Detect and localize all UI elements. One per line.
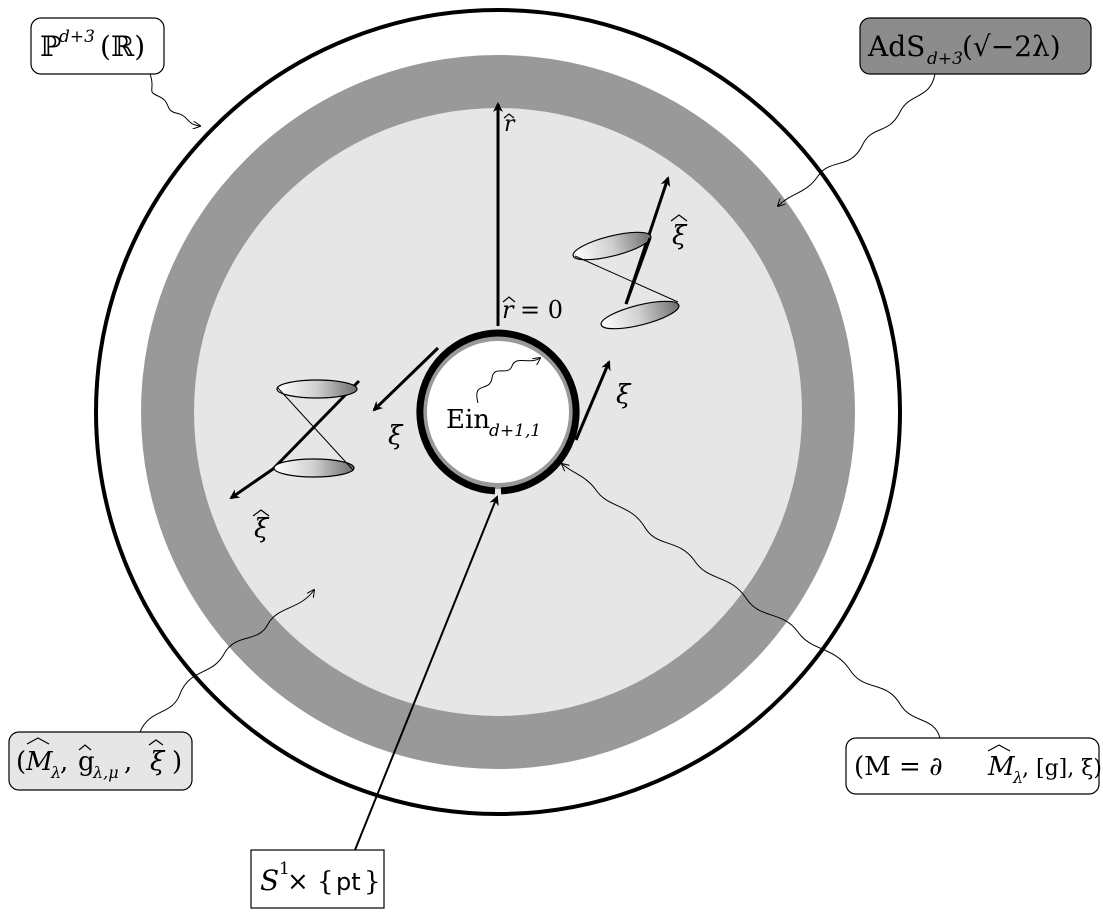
svg-text:(√−2λ): (√−2λ): [962, 30, 1061, 63]
svg-text:d+1,1: d+1,1: [489, 421, 541, 441]
svg-text:λ: λ: [50, 763, 61, 782]
boundary-squiggle-pointer: [562, 464, 941, 739]
boundary-box: (M = ∂ M λ , [g], ξ): [845, 737, 1102, 795]
ads-box: AdS d+3 (√−2λ): [859, 17, 1092, 75]
bulk-box: ( M λ , g λ,μ , ξ ): [8, 731, 193, 791]
xi-left-arrow: [372, 346, 440, 412]
left-light-cone: [229, 379, 361, 500]
svg-text:pt: pt: [336, 868, 361, 896]
svg-text:× {: × {: [287, 867, 334, 897]
xi-hat-left-label: ξ: [254, 514, 270, 544]
xi-right-label: ξ: [616, 380, 632, 410]
projective-squiggle-pointer: [149, 73, 200, 126]
r-zero-r: r: [502, 296, 515, 324]
svg-text:): ): [172, 747, 182, 777]
svg-text:, [g], ξ): , [g], ξ): [1022, 756, 1102, 781]
svg-text:}: }: [364, 867, 381, 897]
xi-hat-right-hat-mark: [670, 214, 688, 222]
r-hat-top-hat-mark: [503, 113, 515, 119]
xi-left-label: ξ: [388, 421, 404, 451]
svg-text:1: 1: [279, 859, 290, 879]
r-zero-label: = 0: [520, 296, 563, 324]
einstein-label: Ein d+1,1: [446, 405, 541, 441]
circle-pointer-arrow: [354, 495, 499, 851]
projective-space-box: ℙ d+3 (ℝ): [30, 17, 165, 75]
svg-text:M: M: [987, 752, 1016, 782]
svg-text:(ℝ): (ℝ): [100, 30, 145, 63]
right-light-cone: [572, 176, 680, 330]
svg-text:ξ: ξ: [150, 747, 166, 777]
r-zero-hat-mark: [502, 296, 516, 303]
bulk-squiggle-pointer: [139, 590, 314, 733]
svg-text:λ: λ: [1012, 768, 1023, 787]
svg-text:(: (: [16, 747, 26, 777]
svg-text:M: M: [25, 747, 54, 777]
svg-text:Ein: Ein: [446, 405, 490, 435]
einstein-squiggle-pointer: [476, 358, 540, 404]
boundary-ring-left: [416, 329, 499, 495]
xi-hat-right-label: ξ: [672, 221, 688, 251]
svg-text:d+3: d+3: [927, 49, 963, 69]
einstein-inner-ring: [421, 335, 575, 489]
svg-text:d+3: d+3: [59, 27, 95, 47]
ads-squiggle-pointer: [778, 73, 936, 206]
svg-text:λ,μ: λ,μ: [92, 763, 119, 782]
r-hat-top-label: r: [504, 112, 516, 137]
xi-right-arrow: [574, 360, 611, 441]
svg-text:(M = ∂: (M = ∂: [854, 752, 943, 782]
boundary-ring-right: [497, 329, 580, 495]
circle-box: S 1 × { pt }: [250, 849, 385, 909]
xi-hat-left-hat-mark: [252, 509, 270, 517]
svg-text:,: ,: [60, 747, 68, 777]
svg-text:AdS: AdS: [867, 30, 925, 63]
svg-text:ℙ: ℙ: [40, 30, 61, 63]
svg-text:g: g: [78, 747, 95, 777]
einstein-universe-disk: [424, 338, 572, 486]
svg-text:S: S: [260, 864, 279, 897]
svg-text:,: ,: [124, 747, 132, 777]
